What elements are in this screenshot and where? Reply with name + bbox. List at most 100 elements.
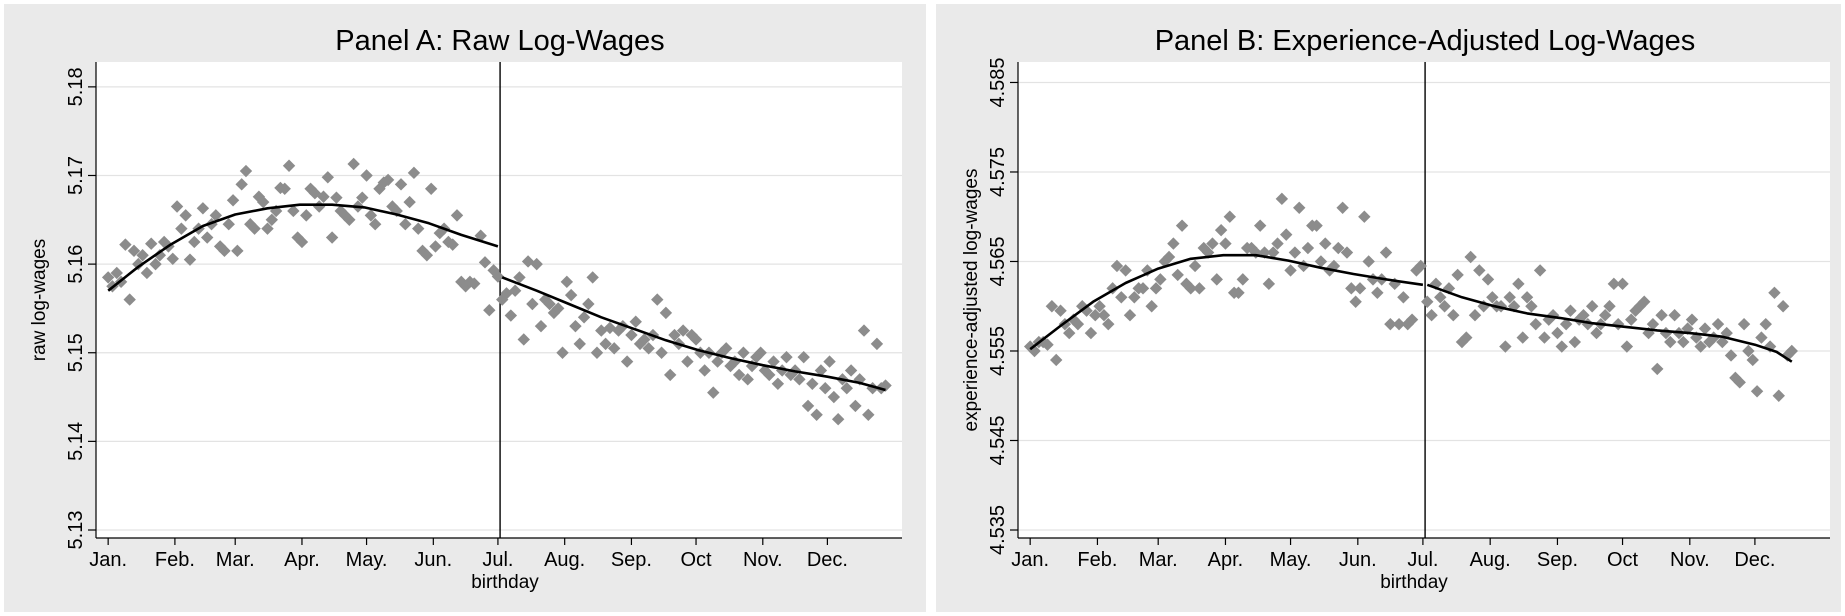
data-point xyxy=(450,209,464,222)
data-point xyxy=(1481,273,1495,286)
y-tick-label: 5.16 xyxy=(65,245,87,284)
data-point xyxy=(248,222,261,235)
data-point xyxy=(1392,317,1406,331)
data-point xyxy=(368,218,382,231)
data-point xyxy=(330,191,343,204)
data-point xyxy=(1668,308,1681,322)
x-tick-label: Jun. xyxy=(414,549,452,571)
data-point xyxy=(175,222,188,235)
x-tick-label: Aug. xyxy=(544,549,585,571)
data-point xyxy=(844,364,858,377)
data-point xyxy=(343,213,356,227)
data-point xyxy=(676,324,690,337)
data-point xyxy=(123,293,136,306)
data-point xyxy=(827,390,841,404)
data-point xyxy=(1755,331,1768,344)
data-point xyxy=(681,355,694,368)
data-point xyxy=(1206,237,1219,250)
data-point xyxy=(599,337,612,351)
data-point xyxy=(513,271,526,284)
data-point xyxy=(595,324,608,337)
x-tick-label: Nov. xyxy=(743,549,783,571)
data-point xyxy=(577,311,591,324)
data-point xyxy=(1340,246,1354,259)
data-point xyxy=(530,257,543,271)
data-point xyxy=(543,297,556,311)
data-point xyxy=(300,209,313,222)
data-point xyxy=(282,159,296,172)
data-point xyxy=(1245,241,1258,255)
data-point xyxy=(1193,282,1206,295)
data-point xyxy=(879,379,892,392)
data-point xyxy=(226,194,240,207)
data-point xyxy=(1529,317,1542,331)
data-point xyxy=(715,346,729,359)
data-point xyxy=(1447,308,1460,322)
data-point xyxy=(857,324,871,337)
data-point xyxy=(209,209,223,222)
fit-line-right xyxy=(501,276,886,392)
data-point xyxy=(1620,340,1634,353)
x-tick-label: Jan. xyxy=(89,549,127,571)
data-point xyxy=(1512,277,1525,291)
data-point xyxy=(1664,335,1677,349)
data-point xyxy=(1746,353,1759,367)
data-point xyxy=(1054,304,1067,317)
data-point xyxy=(1551,326,1564,340)
data-point xyxy=(1266,246,1280,259)
x-tick-label: Jul. xyxy=(1407,549,1438,571)
data-point xyxy=(1319,237,1332,250)
data-point xyxy=(483,304,496,317)
data-point xyxy=(360,169,373,182)
data-point xyxy=(166,252,179,265)
data-point xyxy=(1585,300,1599,313)
data-point xyxy=(866,381,879,395)
data-point xyxy=(526,297,539,311)
data-point xyxy=(1293,201,1306,214)
y-tick-label: 4.545 xyxy=(987,415,1009,465)
data-point xyxy=(1759,317,1772,331)
x-tick-label: Nov. xyxy=(1670,549,1710,571)
data-point xyxy=(758,364,772,377)
data-point xyxy=(1345,282,1358,295)
data-point xyxy=(737,346,750,359)
data-point xyxy=(745,359,759,373)
data-point xyxy=(560,275,574,289)
data-point xyxy=(127,244,141,258)
data-point xyxy=(1651,362,1664,376)
data-point xyxy=(1288,246,1302,259)
data-point xyxy=(321,171,335,184)
data-point xyxy=(1555,340,1568,353)
data-point xyxy=(1262,277,1276,291)
data-point xyxy=(797,350,810,364)
data-point xyxy=(239,164,253,178)
data-point xyxy=(1162,250,1176,264)
data-point xyxy=(1028,344,1041,358)
x-tick-label: Oct xyxy=(680,549,712,571)
data-point xyxy=(1128,291,1141,304)
x-tick-label: Oct xyxy=(1607,549,1639,571)
data-point xyxy=(1284,264,1297,277)
data-point xyxy=(1136,282,1150,295)
data-point xyxy=(1503,291,1516,304)
data-point xyxy=(1520,291,1534,304)
x-tick-label: Feb. xyxy=(1077,549,1117,571)
data-point xyxy=(1590,326,1603,340)
data-point xyxy=(1460,331,1473,344)
data-point xyxy=(429,240,442,253)
data-point xyxy=(1646,317,1660,331)
data-point xyxy=(261,222,274,235)
x-tick-label: Mar. xyxy=(1139,549,1178,571)
data-point xyxy=(1371,286,1384,300)
data-point xyxy=(728,355,741,368)
data-point xyxy=(685,328,698,342)
data-point xyxy=(1603,300,1616,313)
data-point xyxy=(399,218,412,231)
data-point xyxy=(1733,376,1746,389)
data-point xyxy=(1349,295,1362,308)
data-point xyxy=(1525,300,1538,313)
data-point xyxy=(1720,326,1733,340)
data-point xyxy=(231,244,244,258)
data-point xyxy=(257,195,270,209)
data-point xyxy=(394,178,408,191)
